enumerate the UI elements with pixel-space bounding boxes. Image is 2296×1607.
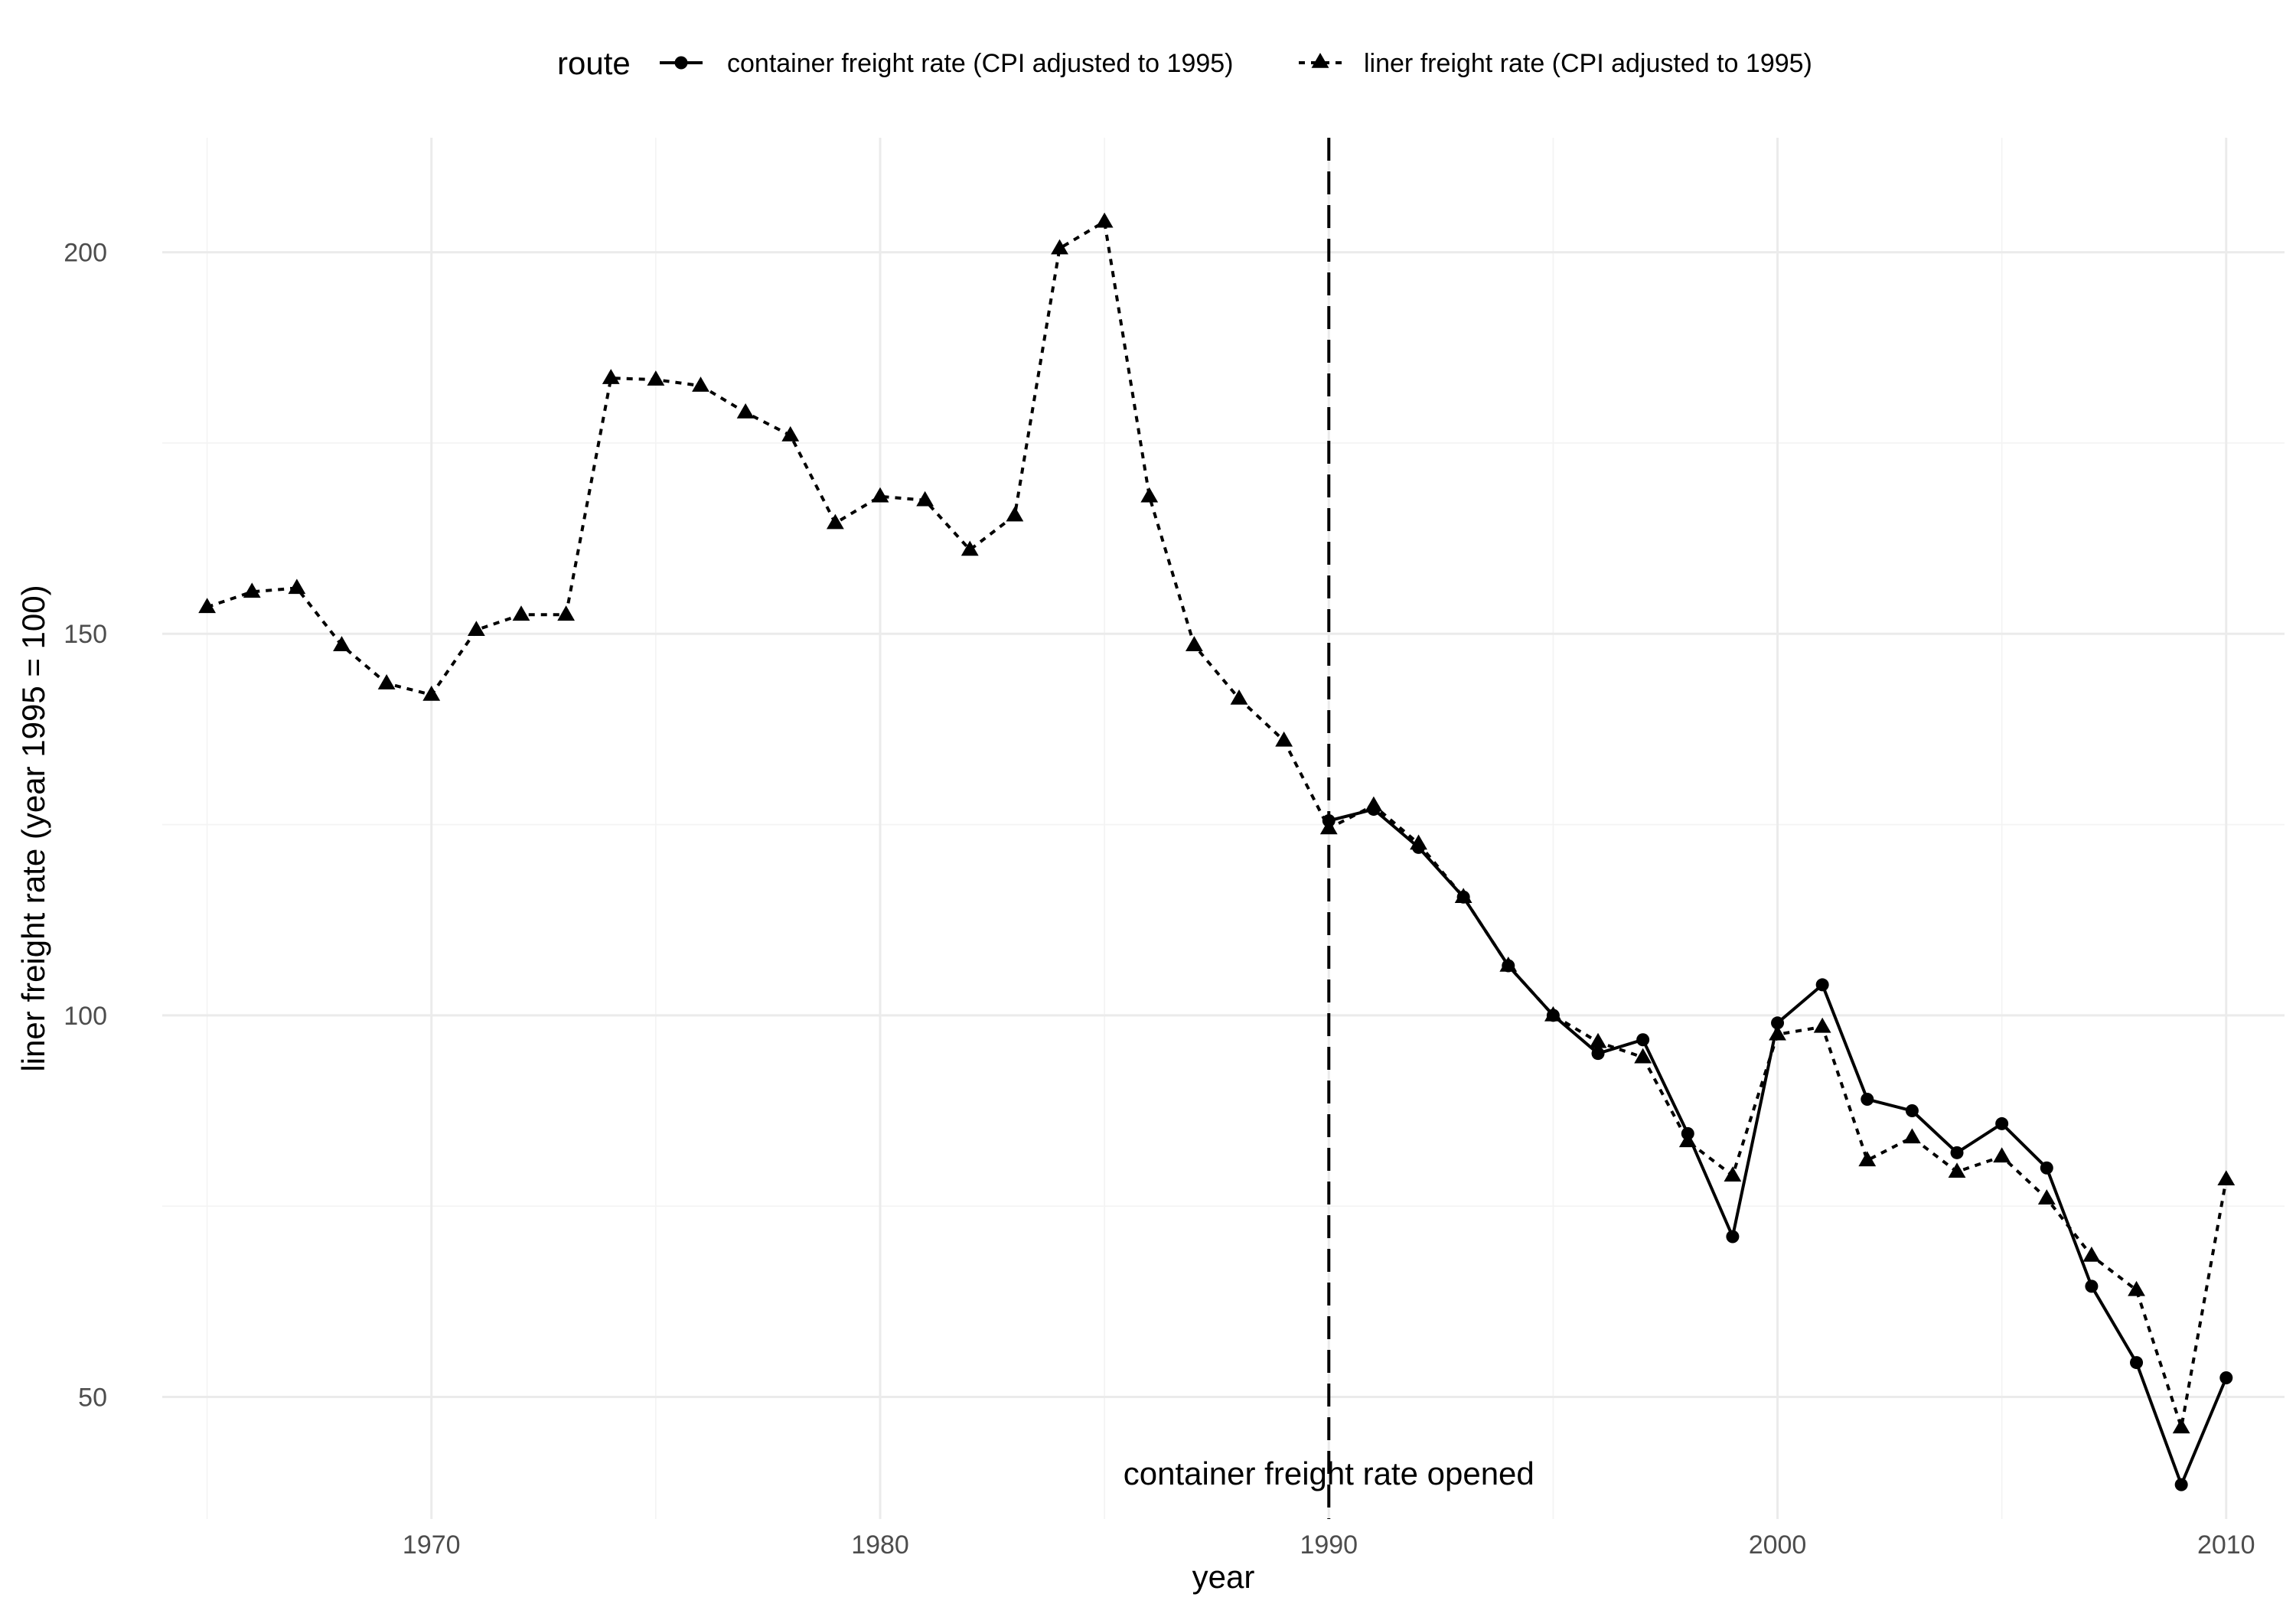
data-point-circle xyxy=(2219,1371,2233,1385)
data-point-triangle xyxy=(1410,834,1427,850)
data-point-triangle xyxy=(243,582,261,598)
data-point-triangle xyxy=(1858,1151,1877,1167)
data-point-circle xyxy=(1950,1146,1964,1159)
data-point-triangle xyxy=(422,685,441,701)
x-tick-label: 2010 xyxy=(2197,1530,2255,1560)
data-point-triangle xyxy=(1365,796,1383,812)
data-point-triangle xyxy=(1813,1017,1831,1033)
data-point-triangle xyxy=(916,491,934,507)
data-point-triangle xyxy=(1544,1006,1562,1022)
data-point-triangle xyxy=(647,370,665,386)
axis-layer: 50 100 150 200 1970 1980 1990 2000 2010 year liner… xyxy=(15,239,2255,1595)
legend-key-circle xyxy=(674,56,688,70)
data-point-triangle xyxy=(2217,1170,2236,1186)
data-point-circle xyxy=(1726,1230,1740,1244)
data-point-triangle xyxy=(1678,1132,1697,1148)
data-point-triangle xyxy=(333,636,351,651)
data-point-triangle xyxy=(1589,1032,1607,1048)
data-point-triangle xyxy=(2082,1246,2101,1262)
data-point-triangle xyxy=(1454,888,1473,904)
x-axis-title: year xyxy=(1192,1559,1255,1595)
x-tick-label: 1970 xyxy=(403,1530,461,1560)
data-point-circle xyxy=(2130,1356,2144,1370)
data-point-triangle xyxy=(781,425,800,442)
x-tick-label: 2000 xyxy=(1749,1530,1807,1560)
y-tick-label: 200 xyxy=(64,239,107,268)
legend-title: route xyxy=(557,45,631,81)
data-point-triangle xyxy=(1948,1162,1966,1178)
data-point-triangle xyxy=(1185,636,1203,651)
data-point-circle xyxy=(1905,1103,1919,1117)
y-tick-label: 100 xyxy=(64,1002,107,1031)
data-point-circle xyxy=(1815,978,1829,992)
data-point-triangle xyxy=(288,579,306,595)
legend: route container freight rate (CPI adjuste… xyxy=(557,45,1812,81)
data-point-circle xyxy=(2040,1161,2053,1175)
data-point-triangle xyxy=(2172,1418,2190,1434)
data-point-circle xyxy=(2085,1279,2099,1293)
x-tick-label: 1990 xyxy=(1300,1530,1358,1560)
data-point-triangle xyxy=(1095,212,1114,228)
data-point-triangle xyxy=(1499,957,1518,972)
data-point-triangle xyxy=(736,403,755,419)
data-point-triangle xyxy=(1903,1128,1921,1144)
data-point-triangle xyxy=(512,605,530,621)
data-point-triangle xyxy=(602,369,620,384)
data-point-triangle xyxy=(1051,239,1068,255)
data-point-circle xyxy=(1861,1093,1874,1107)
data-point-circle xyxy=(2174,1478,2188,1491)
data-point-triangle xyxy=(1993,1147,2011,1163)
data-point-triangle xyxy=(692,376,709,392)
series-layer xyxy=(198,212,2236,1491)
data-point-triangle xyxy=(1230,689,1248,705)
series-line-2 xyxy=(206,220,2228,1429)
data-point-triangle xyxy=(1319,819,1338,835)
data-point-triangle xyxy=(1769,1025,1786,1041)
reference-line-layer: container freight rate opened xyxy=(1124,138,1534,1519)
data-point-triangle xyxy=(2128,1280,2145,1296)
x-tick-label: 1980 xyxy=(851,1530,909,1560)
legend-entry-label: liner freight rate (CPI adjusted to 1995… xyxy=(1364,49,1812,78)
data-point-triangle xyxy=(467,621,485,637)
data-point-circle xyxy=(1636,1033,1650,1047)
data-point-triangle xyxy=(1275,731,1293,747)
data-point-circle xyxy=(1771,1016,1785,1030)
data-point-triangle xyxy=(2037,1189,2056,1204)
y-tick-label: 50 xyxy=(78,1383,107,1412)
legend-key-triangle xyxy=(1311,53,1329,68)
annotation-label: container freight rate opened xyxy=(1124,1455,1534,1491)
data-point-triangle xyxy=(1006,506,1024,522)
data-point-triangle xyxy=(960,540,979,556)
y-axis-title: liner freight rate (year 1995 = 100) xyxy=(15,585,51,1071)
data-point-triangle xyxy=(1140,487,1159,503)
data-point-circle xyxy=(1591,1047,1605,1061)
grid-layer xyxy=(162,138,2285,1519)
y-tick-label: 150 xyxy=(64,620,107,649)
legend-entry-label: container freight rate (CPI adjusted to … xyxy=(727,49,1234,78)
data-point-circle xyxy=(1995,1116,2009,1130)
data-point-triangle xyxy=(1724,1166,1742,1182)
data-point-triangle xyxy=(377,674,396,689)
data-point-triangle xyxy=(198,598,217,614)
data-point-triangle xyxy=(871,487,889,503)
data-point-triangle xyxy=(826,513,844,530)
data-point-triangle xyxy=(557,605,576,621)
data-point-triangle xyxy=(1634,1048,1652,1064)
